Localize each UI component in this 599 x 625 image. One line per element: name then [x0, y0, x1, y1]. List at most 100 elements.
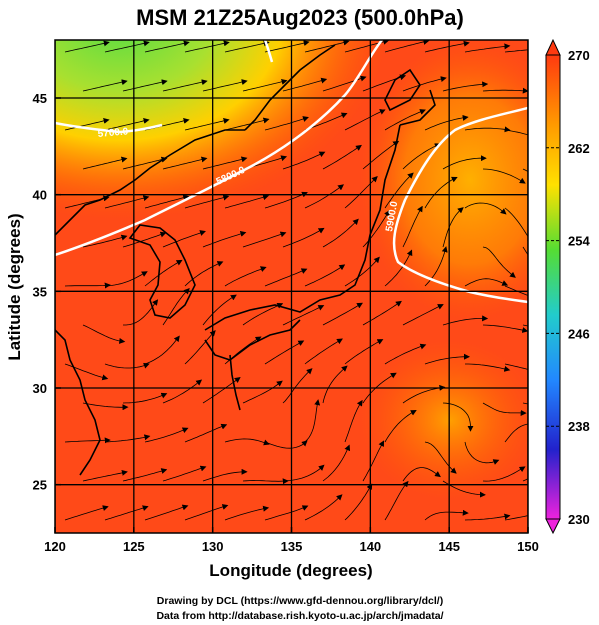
contour-5700	[55, 121, 163, 134]
streamline	[224, 40, 270, 53]
streamline	[64, 437, 111, 444]
x-tick-label: 150	[517, 539, 539, 554]
streamline	[362, 440, 385, 482]
streamline	[402, 467, 441, 482]
y-tick-label: 40	[33, 188, 47, 203]
map-title: MSM 21Z25Aug2023 (500.0hPa)	[136, 5, 464, 30]
streamline	[522, 246, 528, 256]
streamline	[64, 117, 110, 131]
colorbar: 270 262 254 246 238 230	[545, 38, 590, 535]
streamline	[82, 156, 128, 170]
streamline	[344, 399, 363, 443]
streamline	[144, 259, 183, 287]
streamline	[184, 423, 228, 443]
streamline	[184, 118, 230, 131]
colorbar-tick-label: 270	[568, 48, 590, 63]
streamline	[322, 302, 363, 326]
streamline	[362, 372, 397, 404]
streamline	[144, 335, 180, 365]
streamline	[464, 202, 507, 215]
streamline	[322, 75, 367, 92]
colorbar-top-arrow	[545, 38, 561, 56]
streamline	[82, 324, 126, 344]
streamline	[402, 143, 441, 170]
streamline	[184, 261, 224, 287]
streamline	[82, 79, 128, 92]
streamline	[162, 465, 207, 482]
streamline	[64, 40, 110, 53]
streamline	[344, 483, 373, 521]
y-tick-label: 25	[33, 478, 47, 493]
x-tick-label: 120	[44, 539, 66, 554]
colorbar-tick-label: 238	[568, 419, 590, 434]
streamline	[184, 194, 230, 209]
streamline	[264, 340, 305, 365]
streamline	[344, 339, 384, 365]
streamline	[282, 368, 313, 404]
x-axis-ticks: 120 125 130 135 140 145 150	[44, 527, 539, 554]
streamline	[144, 504, 189, 521]
streamline	[424, 176, 458, 209]
streamline	[144, 427, 189, 443]
streamline	[82, 234, 128, 248]
streamline	[202, 156, 248, 170]
streamline	[424, 441, 457, 474]
plot-area: 5700.0 5800.0 5900.0	[55, 40, 528, 533]
y-tick-label: 35	[33, 284, 47, 299]
x-axis-label: Longitude (degrees)	[209, 561, 372, 580]
streamline	[122, 392, 168, 404]
y-tick-label: 45	[33, 91, 47, 106]
streamline	[242, 231, 287, 248]
streamline	[202, 231, 247, 248]
streamline	[464, 513, 511, 521]
streamline	[104, 117, 150, 131]
streamline	[402, 76, 447, 92]
streamline	[224, 438, 270, 446]
streamline	[442, 81, 489, 92]
streamline	[482, 402, 527, 416]
streamline	[304, 184, 344, 209]
x-tick-label: 140	[359, 539, 381, 554]
streamline	[242, 78, 288, 92]
streamline	[482, 168, 526, 184]
streamline	[384, 172, 414, 209]
streamline	[464, 441, 500, 465]
streamline	[384, 410, 417, 443]
streamline	[465, 363, 511, 372]
streamline	[304, 264, 346, 287]
colorbar-scale	[545, 54, 561, 520]
streamline	[122, 156, 168, 170]
colorbar-tick-label: 262	[568, 141, 590, 156]
streamline	[384, 480, 409, 521]
streamline	[282, 464, 325, 482]
streamline	[282, 77, 328, 92]
streamline	[64, 505, 109, 521]
streamline	[64, 363, 109, 381]
streamline	[64, 282, 111, 289]
streamline	[304, 40, 350, 53]
streamline	[322, 144, 362, 170]
streamline	[384, 40, 430, 53]
streamline	[402, 205, 423, 248]
streamline	[162, 379, 203, 404]
streamline	[442, 315, 489, 326]
y-axis-label: Latitude (degrees)	[5, 213, 24, 360]
contour-5900	[392, 106, 528, 304]
streamline	[304, 338, 343, 365]
streamline	[123, 299, 159, 326]
streamline	[504, 363, 528, 370]
streamline	[162, 230, 206, 248]
streamline	[522, 90, 528, 92]
streamline	[184, 330, 216, 365]
streamline	[104, 434, 151, 443]
streamline	[264, 268, 308, 287]
streamline	[202, 294, 237, 326]
credit-data: Data from http://database.rish.kyoto-u.a…	[156, 610, 443, 622]
streamline	[82, 469, 128, 482]
streamline	[424, 246, 448, 287]
streamline	[162, 79, 208, 92]
streamline	[504, 423, 528, 443]
streamline	[282, 151, 326, 170]
coastlines	[55, 44, 436, 476]
